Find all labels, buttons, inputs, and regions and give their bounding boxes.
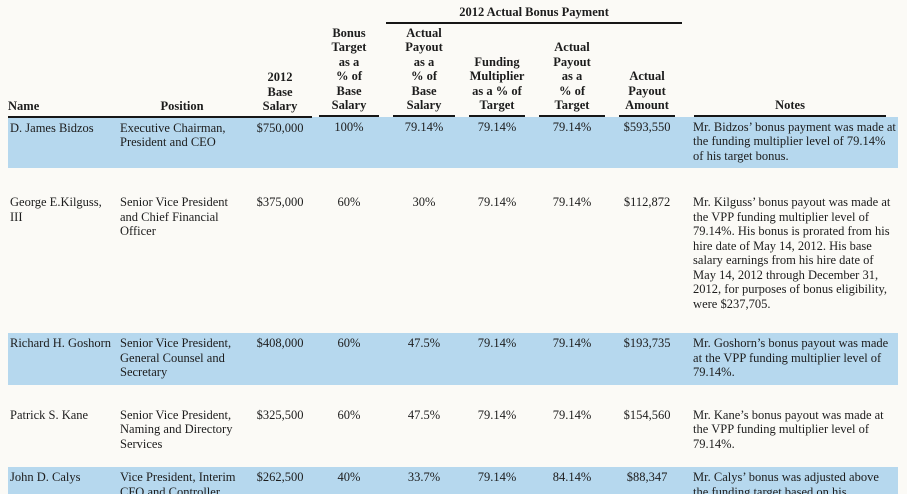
- table-row-kilguss: George E.Kilguss, III Senior Vice Presid…: [8, 192, 898, 316]
- cell-payout-amount: $154,560: [623, 407, 671, 422]
- cell-bonus-target: 100%: [334, 119, 364, 134]
- group-header-spacer-right: [682, 2, 898, 23]
- cell-payout-pct-base: 47.5%: [407, 407, 441, 422]
- cell-payout-pct-base: 30%: [412, 195, 436, 209]
- cell-base-salary: $375,000: [256, 195, 304, 209]
- cell-notes: Mr. Goshorn’s bonus payout was made at t…: [693, 336, 889, 379]
- row-spacer: [8, 385, 898, 405]
- cell-notes: Mr. Kane’s bonus payout was made at the …: [693, 407, 884, 451]
- cell-position: Executive Chairman, President and CEO: [120, 120, 226, 150]
- col-header-payout-amount: Actual Payout Amount: [612, 23, 682, 117]
- cell-funding-multiplier: 79.14%: [477, 336, 517, 350]
- executive-bonus-table: 2012 Actual Bonus Payment Name Position …: [8, 2, 899, 494]
- col-header-name: Name: [8, 22, 116, 118]
- cell-payout-amount: $112,872: [623, 195, 671, 209]
- cell-name: D. James Bidzos: [10, 120, 94, 135]
- cell-funding-multiplier: 79.14%: [477, 195, 517, 209]
- group-header-spacer-left: [8, 2, 386, 23]
- cell-payout-amount: $593,550: [623, 119, 671, 134]
- cell-payout-pct-target: 84.14%: [552, 470, 592, 484]
- cell-payout-pct-target: 79.14%: [552, 407, 592, 422]
- column-header-row: Name Position 2012 Base Salary Bonus Tar…: [8, 22, 898, 118]
- cell-bonus-target: 60%: [337, 336, 361, 350]
- cell-funding-multiplier: 79.14%: [477, 407, 517, 422]
- cell-payout-pct-target: 79.14%: [552, 119, 592, 134]
- col-header-base-salary: 2012 Base Salary: [248, 22, 312, 118]
- table-row-bidzos: D. James Bidzos Executive Chairman, Pres…: [8, 116, 899, 168]
- cell-name: John D. Calys: [10, 470, 81, 484]
- cell-position: Senior Vice President and Chief Financia…: [120, 195, 229, 238]
- cell-position: Senior Vice President, General Counsel a…: [120, 336, 232, 379]
- cell-name: Patrick S. Kane: [10, 407, 89, 422]
- col-header-funding-multiplier: Funding Multiplier as a % of Target: [462, 23, 532, 117]
- cell-funding-multiplier: 79.14%: [477, 470, 517, 484]
- cell-notes: Mr. Bidzos’ bonus payment was made at th…: [693, 119, 896, 163]
- row-spacer-cell: [8, 385, 898, 405]
- cell-payout-amount: $88,347: [626, 470, 668, 484]
- col-header-position: Position: [116, 22, 248, 118]
- cell-position: Vice President, Interim CFO and Controll…: [120, 470, 236, 494]
- cell-bonus-target: 60%: [337, 407, 361, 422]
- cell-base-salary: $750,000: [256, 120, 304, 135]
- cell-name: Richard H. Goshorn: [10, 336, 112, 350]
- cell-base-salary: $408,000: [256, 336, 304, 350]
- col-header-payout-pct-base: Actual Payout as a % of Base Salary: [386, 23, 462, 117]
- cell-notes: Mr. Calys’ bonus was adjusted above the …: [693, 470, 879, 494]
- row-spacer-cell: [8, 168, 898, 192]
- row-spacer: [8, 456, 898, 467]
- group-header-row: 2012 Actual Bonus Payment: [8, 2, 898, 24]
- cell-payout-pct-base: 47.5%: [407, 336, 441, 350]
- table-row-calys: John D. Calys Vice President, Interim CF…: [8, 467, 899, 494]
- cell-name: George E.Kilguss, III: [10, 195, 102, 224]
- cell-bonus-target: 40%: [337, 470, 361, 484]
- cell-payout-pct-base: 79.14%: [404, 119, 444, 134]
- cell-funding-multiplier: 79.14%: [477, 119, 517, 134]
- col-header-notes: Notes: [682, 23, 898, 117]
- row-spacer-cell: [8, 316, 898, 333]
- row-spacer: [8, 168, 898, 192]
- cell-notes: Mr. Kilguss’ bonus payout was made at th…: [693, 195, 891, 311]
- cell-base-salary: $262,500: [256, 470, 304, 484]
- cell-bonus-target: 60%: [337, 195, 361, 209]
- row-spacer-cell: [8, 456, 898, 467]
- cell-payout-pct-target: 79.14%: [552, 336, 592, 350]
- cell-payout-pct-target: 79.14%: [552, 195, 592, 209]
- group-header-2012-actual-bonus-payment: 2012 Actual Bonus Payment: [386, 2, 683, 24]
- table-row-goshorn: Richard H. Goshorn Senior Vice President…: [8, 333, 899, 385]
- col-header-bonus-target: Bonus Target as a % of Base Salary: [312, 23, 386, 117]
- cell-payout-amount: $193,735: [623, 336, 671, 350]
- col-header-payout-pct-target: Actual Payout as a % of Target: [532, 23, 612, 117]
- row-spacer: [8, 316, 898, 333]
- cell-base-salary: $325,500: [256, 407, 304, 422]
- table-row-kane: Patrick S. Kane Senior Vice President, N…: [8, 405, 898, 457]
- cell-payout-pct-base: 33.7%: [407, 470, 441, 484]
- cell-position: Senior Vice President, Naming and Direct…: [120, 407, 233, 451]
